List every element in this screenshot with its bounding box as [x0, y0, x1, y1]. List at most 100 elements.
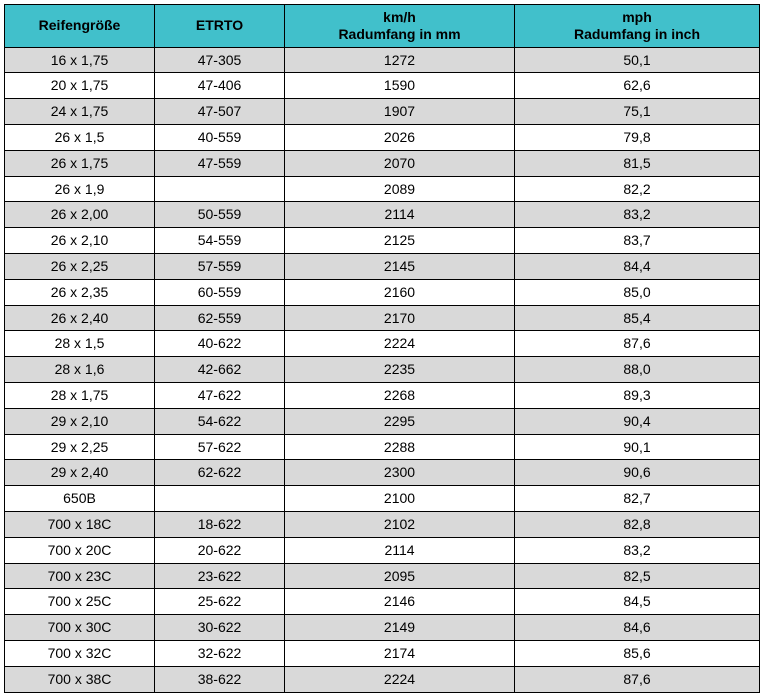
cell-mm: 2160 [285, 279, 515, 305]
cell-etrto: 47-507 [155, 99, 285, 125]
cell-size: 700 x 30C [5, 615, 155, 641]
cell-size: 29 x 2,25 [5, 434, 155, 460]
col-header-inch-line2: Radumfang in inch [574, 26, 700, 42]
cell-inch: 82,8 [515, 511, 760, 537]
cell-size: 28 x 1,5 [5, 331, 155, 357]
cell-mm: 2146 [285, 589, 515, 615]
cell-etrto: 54-622 [155, 408, 285, 434]
cell-mm: 2288 [285, 434, 515, 460]
table-row: 700 x 32C32-622217485,6 [5, 640, 760, 666]
table-row: 20 x 1,7547-406159062,6 [5, 73, 760, 99]
table-row: 24 x 1,7547-507190775,1 [5, 99, 760, 125]
cell-inch: 87,6 [515, 666, 760, 692]
table-body: 16 x 1,7547-305127250,120 x 1,7547-40615… [5, 47, 760, 692]
cell-inch: 83,2 [515, 537, 760, 563]
table-row: 28 x 1,642-662223588,0 [5, 357, 760, 383]
cell-mm: 2070 [285, 150, 515, 176]
cell-size: 650B [5, 486, 155, 512]
cell-etrto: 47-622 [155, 382, 285, 408]
cell-etrto: 38-622 [155, 666, 285, 692]
table-row: 28 x 1,7547-622226889,3 [5, 382, 760, 408]
cell-inch: 85,0 [515, 279, 760, 305]
cell-mm: 2102 [285, 511, 515, 537]
table-row: 26 x 1,540-559202679,8 [5, 124, 760, 150]
cell-mm: 2125 [285, 228, 515, 254]
cell-etrto: 25-622 [155, 589, 285, 615]
cell-etrto: 54-559 [155, 228, 285, 254]
table-row: 26 x 2,4062-559217085,4 [5, 305, 760, 331]
table-row: 29 x 2,2557-622228890,1 [5, 434, 760, 460]
cell-etrto: 42-662 [155, 357, 285, 383]
cell-mm: 1590 [285, 73, 515, 99]
cell-mm: 2089 [285, 176, 515, 202]
cell-etrto: 47-559 [155, 150, 285, 176]
cell-size: 700 x 23C [5, 563, 155, 589]
cell-size: 26 x 1,9 [5, 176, 155, 202]
cell-mm: 2174 [285, 640, 515, 666]
cell-size: 26 x 1,75 [5, 150, 155, 176]
cell-inch: 85,6 [515, 640, 760, 666]
cell-size: 28 x 1,75 [5, 382, 155, 408]
table-row: 28 x 1,540-622222487,6 [5, 331, 760, 357]
col-header-inch: mph Radumfang in inch [515, 5, 760, 48]
cell-mm: 2170 [285, 305, 515, 331]
cell-etrto: 62-559 [155, 305, 285, 331]
cell-mm: 2268 [285, 382, 515, 408]
table-row: 26 x 2,2557-559214584,4 [5, 253, 760, 279]
col-header-etrto: ETRTO [155, 5, 285, 48]
cell-etrto: 40-622 [155, 331, 285, 357]
cell-size: 700 x 25C [5, 589, 155, 615]
cell-mm: 2114 [285, 202, 515, 228]
cell-inch: 82,5 [515, 563, 760, 589]
cell-size: 26 x 2,00 [5, 202, 155, 228]
cell-etrto: 30-622 [155, 615, 285, 641]
cell-size: 29 x 2,10 [5, 408, 155, 434]
cell-inch: 84,5 [515, 589, 760, 615]
cell-etrto: 57-559 [155, 253, 285, 279]
cell-inch: 82,7 [515, 486, 760, 512]
table-row: 700 x 30C30-622214984,6 [5, 615, 760, 641]
cell-inch: 84,4 [515, 253, 760, 279]
cell-inch: 88,0 [515, 357, 760, 383]
cell-mm: 2300 [285, 460, 515, 486]
cell-mm: 1272 [285, 47, 515, 73]
cell-mm: 2145 [285, 253, 515, 279]
cell-mm: 2235 [285, 357, 515, 383]
cell-etrto: 20-622 [155, 537, 285, 563]
table-row: 29 x 2,4062-622230090,6 [5, 460, 760, 486]
cell-etrto: 62-622 [155, 460, 285, 486]
cell-size: 26 x 2,35 [5, 279, 155, 305]
table-row: 16 x 1,7547-305127250,1 [5, 47, 760, 73]
cell-mm: 2095 [285, 563, 515, 589]
cell-size: 29 x 2,40 [5, 460, 155, 486]
cell-inch: 89,3 [515, 382, 760, 408]
table-header: Reifengröße ETRTO km/h Radumfang in mm m… [5, 5, 760, 48]
cell-mm: 2295 [285, 408, 515, 434]
col-header-mm-line1: km/h [383, 9, 416, 25]
cell-etrto [155, 176, 285, 202]
cell-size: 700 x 32C [5, 640, 155, 666]
cell-mm: 1907 [285, 99, 515, 125]
cell-inch: 75,1 [515, 99, 760, 125]
cell-inch: 85,4 [515, 305, 760, 331]
table-row: 26 x 1,9208982,2 [5, 176, 760, 202]
cell-etrto: 18-622 [155, 511, 285, 537]
table-row: 650B 210082,7 [5, 486, 760, 512]
cell-inch: 81,5 [515, 150, 760, 176]
cell-mm: 2100 [285, 486, 515, 512]
tire-size-table: Reifengröße ETRTO km/h Radumfang in mm m… [4, 4, 760, 693]
table-row: 700 x 20C20-622211483,2 [5, 537, 760, 563]
cell-etrto: 40-559 [155, 124, 285, 150]
table-row: 26 x 2,3560-559216085,0 [5, 279, 760, 305]
cell-mm: 2149 [285, 615, 515, 641]
cell-size: 16 x 1,75 [5, 47, 155, 73]
cell-etrto: 47-305 [155, 47, 285, 73]
table-row: 29 x 2,1054-622229590,4 [5, 408, 760, 434]
cell-inch: 79,8 [515, 124, 760, 150]
cell-etrto: 23-622 [155, 563, 285, 589]
col-header-size: Reifengröße [5, 5, 155, 48]
table-row: 700 x 25C25-622214684,5 [5, 589, 760, 615]
cell-etrto: 32-622 [155, 640, 285, 666]
col-header-size-line1: Reifengröße [39, 17, 121, 33]
cell-size: 700 x 18C [5, 511, 155, 537]
